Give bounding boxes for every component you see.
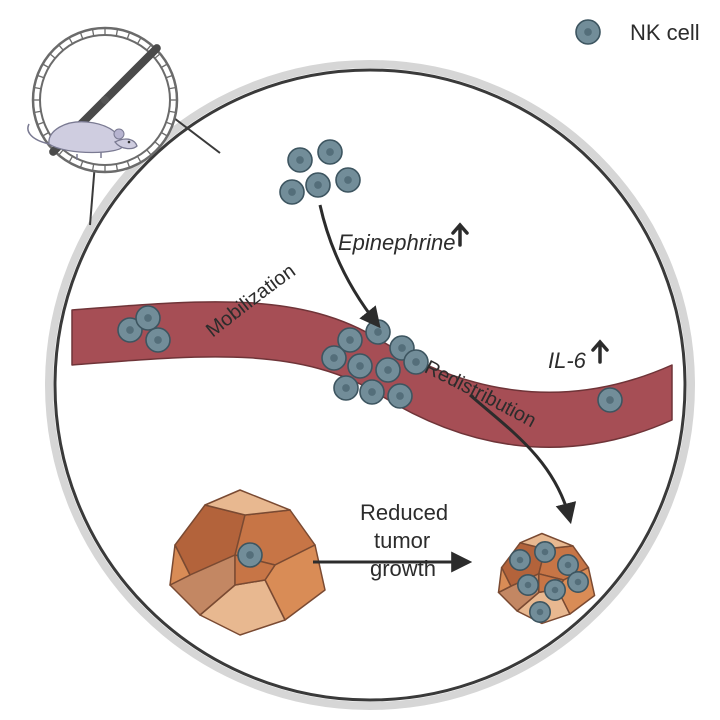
- nk-cell: [376, 358, 400, 382]
- nk-cell: [334, 376, 358, 400]
- nk-cell: [348, 354, 372, 378]
- nk-cell: [545, 580, 565, 600]
- nk-cell: [576, 20, 600, 44]
- nk-cell: [136, 306, 160, 330]
- nk-cell: [510, 550, 530, 570]
- nk-cell: [388, 384, 412, 408]
- nk-cell: [336, 168, 360, 192]
- nk-cell: [598, 388, 622, 412]
- nk-cell: [322, 346, 346, 370]
- reduced-label-2: tumor: [374, 528, 430, 553]
- epinephrine-label: Epinephrine: [338, 230, 455, 255]
- nk-cell: [360, 380, 384, 404]
- il6-label: IL-6: [548, 348, 587, 373]
- diagram-root: EpinephrineIL-6MobilizationRedistributio…: [0, 0, 720, 720]
- nk-cell: [146, 328, 170, 352]
- hamster-wheel: [28, 28, 177, 172]
- nk-cell: [535, 542, 555, 562]
- nk-cell: [238, 543, 262, 567]
- reduced-label-3: growth: [370, 556, 436, 581]
- nk-cell: [518, 575, 538, 595]
- nk-cell: [318, 140, 342, 164]
- nk-cell: [280, 180, 304, 204]
- nk-cell: [530, 602, 550, 622]
- legend-label: NK cell: [630, 20, 700, 45]
- reduced-label-1: Reduced: [360, 500, 448, 525]
- nk-cell: [568, 572, 588, 592]
- nk-cell: [288, 148, 312, 172]
- nk-cell: [306, 173, 330, 197]
